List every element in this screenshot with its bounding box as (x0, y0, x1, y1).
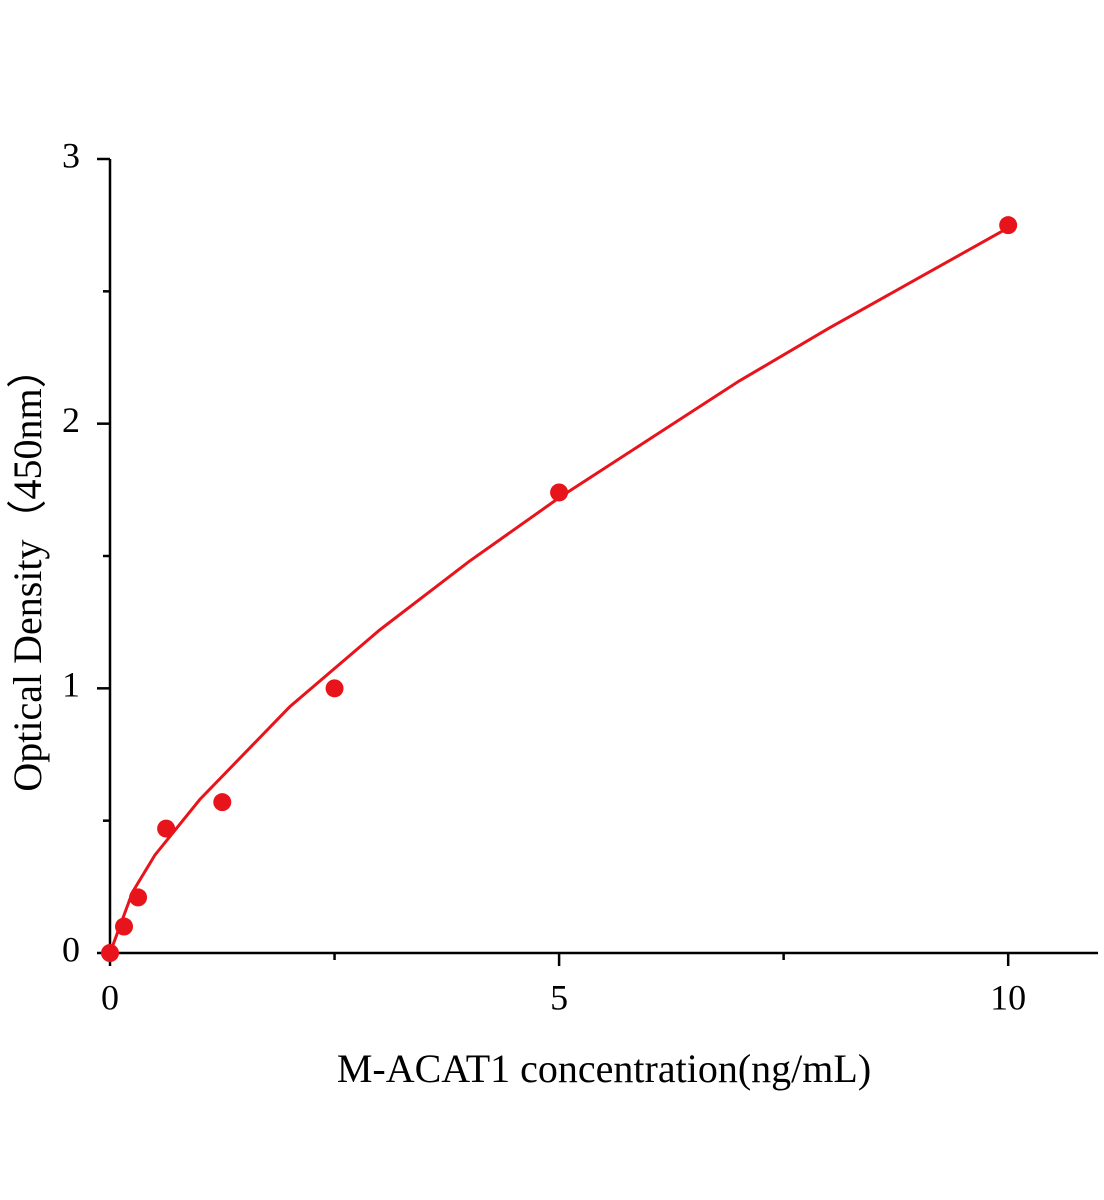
data-point (325, 679, 344, 698)
data-point (129, 888, 148, 907)
y-tick-label: 3 (62, 135, 80, 175)
data-point (213, 793, 232, 812)
data-point (550, 483, 569, 502)
data-point (115, 917, 134, 936)
y-tick-label: 2 (62, 400, 80, 440)
data-point (101, 944, 119, 962)
x-axis-title: M-ACAT1 concentration(ng/mL) (337, 1046, 871, 1091)
data-point (999, 216, 1018, 235)
y-tick-label: 1 (62, 665, 80, 705)
data-point (157, 819, 176, 838)
x-tick-label: 5 (550, 977, 568, 1017)
fit-curve (108, 226, 1009, 954)
x-tick-label: 0 (101, 977, 119, 1017)
x-tick-label: 10 (990, 977, 1026, 1017)
y-axis-title: Optical Density（450nm） (5, 348, 50, 791)
y-tick-label: 0 (62, 929, 80, 969)
